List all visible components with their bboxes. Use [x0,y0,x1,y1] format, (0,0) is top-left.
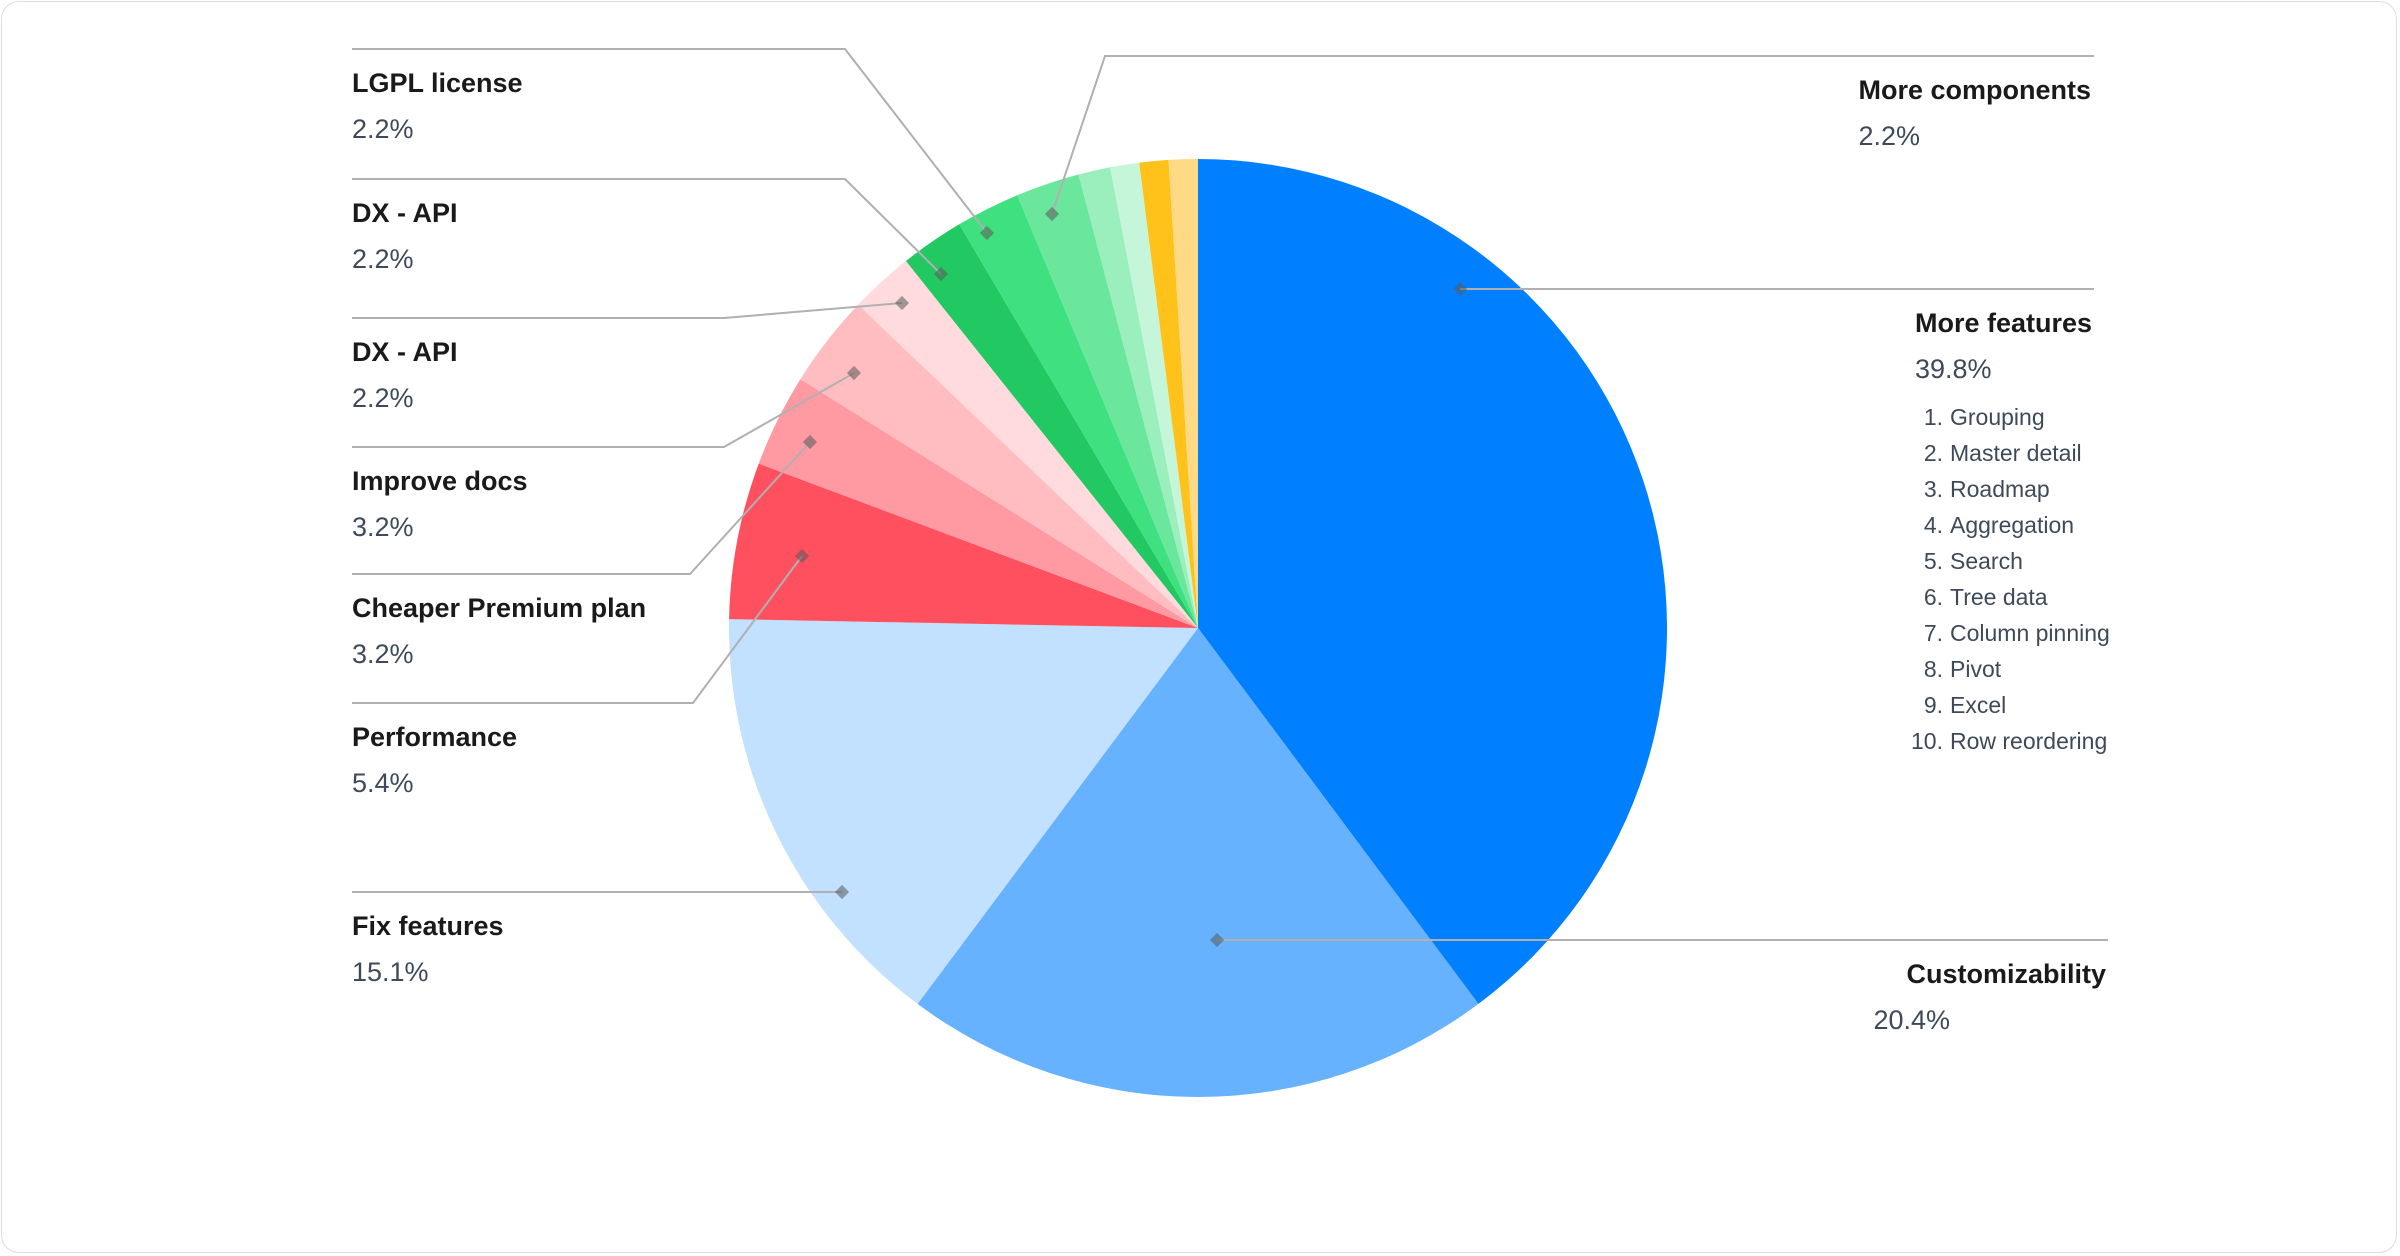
slice-percent: 3.2% [352,639,414,669]
slice-percent: 2.2% [352,114,414,144]
feature-list-item: Roadmap [1950,476,2050,502]
feature-list-item: Aggregation [1950,512,2074,538]
pie-slice [1139,159,1198,628]
feature-list-item: Grouping [1950,404,2045,430]
leader-marker [979,225,995,241]
slice-label: More features [1915,308,2092,338]
slice-label: Customizability [1906,959,2106,989]
feature-list-item: Search [1950,548,2023,574]
leader-marker [1209,932,1225,948]
pie-slice-dx-api [905,224,1198,628]
leader-line [352,555,803,704]
slice-percent: 3.2% [352,512,414,542]
pie-slice [1168,159,1198,628]
list-number: 3. [1924,476,1943,502]
slice-label: LGPL license [352,68,523,98]
slice-percent: 2.2% [352,244,414,274]
slice-label: Performance [352,722,517,752]
pie-slice [1110,162,1198,628]
leader-marker [894,295,910,311]
slice-label: Improve docs [352,466,528,496]
list-number: 10. [1911,728,1943,754]
leader-marker [802,434,818,450]
list-number: 6. [1924,584,1943,610]
leader-marker [1044,206,1060,222]
list-number: 4. [1924,512,1943,538]
slice-label: More components [1858,75,2091,105]
pie-slice-cheaper-premium-plan [758,379,1198,628]
feature-list-item: Excel [1950,692,2006,718]
feature-list-item: Master detail [1950,440,2082,466]
list-number: 7. [1924,620,1943,646]
slice-percent: 2.2% [1859,121,1921,151]
leader-line [352,372,855,448]
slice-label: DX - API [352,337,458,367]
leader-line [1051,55,2094,215]
list-number: 9. [1924,692,1943,718]
pie-slice-improve-docs [800,304,1198,628]
leader-line [352,441,811,575]
leader-line [352,48,988,234]
feature-list-item: Pivot [1950,656,2002,682]
list-number: 5. [1924,548,1943,574]
pie-slice-more-components [1017,174,1198,628]
slice-label: DX - API [352,198,458,228]
leader-marker [794,548,810,564]
leader-marker [933,266,949,282]
leader-line [352,302,903,319]
slice-label: Cheaper Premium plan [352,593,646,623]
slice-percent: 39.8% [1915,354,1992,384]
list-number: 8. [1924,656,1943,682]
leader-marker [1452,281,1468,297]
leader-marker [846,365,862,381]
slice-percent: 2.2% [352,383,414,413]
pie-slice-lgpl-license [959,195,1198,628]
list-number: 1. [1924,404,1943,430]
leader-line [352,178,942,275]
pie-slice [1078,167,1198,628]
feature-list-item: Tree data [1950,584,2048,610]
pie-slice-more-features [1198,159,1667,1004]
slice-label: Fix features [352,911,504,941]
pie-slice-performance [729,463,1198,628]
slice-percent: 5.4% [352,768,414,798]
list-number: 2. [1924,440,1943,466]
pie-slice-fix-features [729,619,1198,1004]
slice-percent: 20.4% [1874,1005,1951,1035]
feature-list-item: Row reordering [1950,728,2107,754]
pie-slice-dx-api [858,261,1198,628]
feature-list-item: Column pinning [1950,620,2110,646]
pie-slice-customizability [917,628,1479,1098]
leader-marker [834,884,850,900]
slice-percent: 15.1% [352,957,429,987]
